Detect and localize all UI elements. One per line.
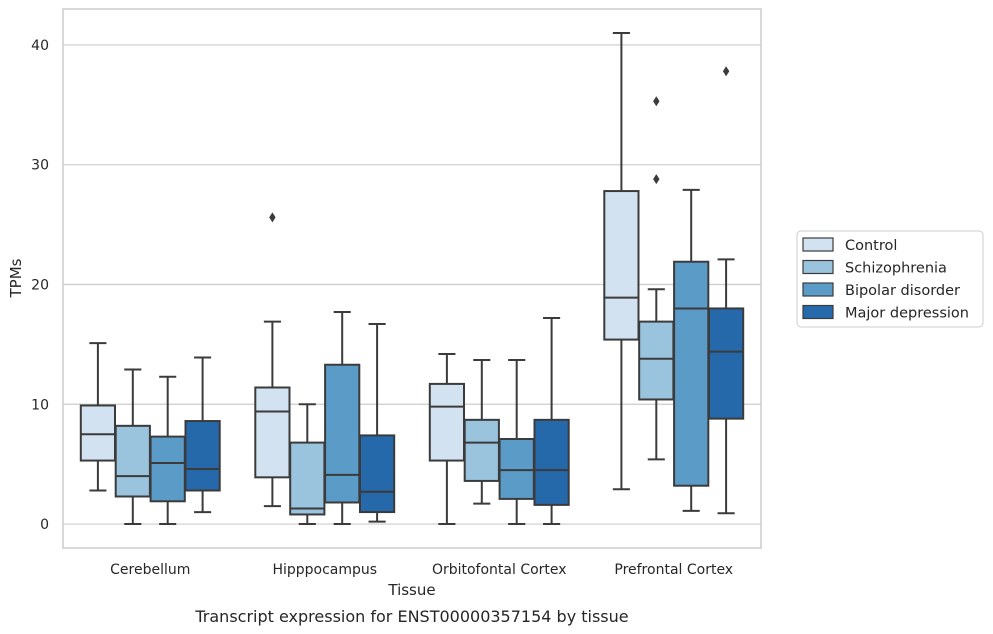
y-axis-label: TPMs: [7, 258, 25, 298]
box-orbitofontal-cortex-major-depression: [533, 317, 570, 526]
gridlines: [63, 44, 761, 525]
x-tick-label: Cerebellum: [110, 562, 190, 578]
outlier-point: [653, 96, 660, 107]
box-cerebellum-schizophrenia: [114, 368, 151, 526]
legend-swatch: [802, 304, 834, 320]
box-body: [707, 307, 745, 420]
box-prefrontal-cortex-major-depression: [707, 66, 745, 515]
box-prefrontal-cortex-control: [603, 31, 640, 491]
legend-swatch: [802, 259, 834, 275]
box-body: [324, 363, 361, 504]
box-body: [79, 404, 117, 462]
legend-label: Major depression: [845, 306, 969, 322]
box-cerebellum-major-depression: [184, 356, 221, 514]
box-body: [289, 441, 326, 516]
legend-item-control: Control: [802, 237, 897, 254]
legend-swatch: [802, 282, 834, 297]
outlier-point: [269, 212, 276, 223]
legend: Control Schizophrenia Bipolar disorder Majo…: [796, 230, 984, 328]
box-body: [358, 434, 396, 514]
box-cerebellum-bipolar-disorder: [149, 375, 186, 526]
x-tick-labels: Cerebellum Hipppocampus Orbitofontal Corte…: [110, 562, 733, 578]
box-body: [673, 260, 710, 487]
y-tick-label: 10: [31, 397, 49, 413]
legend-frame: [796, 230, 984, 328]
box-body: [428, 382, 466, 462]
legend-item-schizophrenia: Schizophrenia: [802, 259, 947, 277]
box-prefrontal-cortex-schizophrenia: [638, 96, 675, 461]
box-hipppocampus-schizophrenia: [289, 403, 326, 526]
x-tick-label: Hipppocampus: [272, 562, 377, 578]
legend-item-bipolar-disorder: Bipolar disorder: [802, 282, 960, 299]
box-orbitofontal-cortex-schizophrenia: [463, 358, 500, 505]
box-hipppocampus-major-depression: [358, 323, 396, 523]
legend-item-major-depression: Major depression: [802, 304, 969, 322]
box-body: [254, 386, 291, 479]
box-hipppocampus-bipolar-disorder: [324, 311, 361, 526]
box-cerebellum-control: [79, 342, 117, 492]
boxes: [79, 31, 745, 526]
box-orbitofontal-cortex-control: [428, 352, 466, 526]
box-prefrontal-cortex-bipolar-disorder: [673, 188, 710, 512]
x-tick-label: Prefrontal Cortex: [614, 562, 733, 578]
box-body: [603, 190, 640, 341]
outlier-point: [722, 66, 730, 77]
legend-label: Control: [845, 238, 897, 254]
chart-caption: Transcript expression for ENST0000035715…: [194, 607, 628, 626]
y-tick-label: 0: [40, 517, 49, 533]
legend-label: Schizophrenia: [845, 261, 947, 277]
box-body: [114, 424, 151, 498]
legend-label: Bipolar disorder: [845, 283, 960, 299]
box-body: [463, 418, 500, 482]
legend-swatch: [802, 237, 834, 252]
y-tick-label: 20: [31, 277, 49, 293]
y-tick-label: 40: [31, 38, 49, 54]
box-body: [149, 435, 186, 503]
x-tick-label: Orbitofontal Cortex: [432, 562, 567, 578]
y-tick-labels: 0 10 20 30 40: [31, 38, 49, 533]
plot-frame: [62, 8, 762, 549]
box-body: [638, 320, 675, 401]
box-hipppocampus-control: [254, 212, 291, 508]
box-body: [498, 438, 535, 500]
box-orbitofontal-cortex-bipolar-disorder: [498, 358, 535, 526]
y-tick-label: 30: [31, 158, 49, 174]
x-axis-label: Tissue: [387, 581, 435, 599]
box-body: [184, 420, 221, 492]
outlier-point: [653, 174, 660, 185]
box-body: [533, 418, 570, 506]
